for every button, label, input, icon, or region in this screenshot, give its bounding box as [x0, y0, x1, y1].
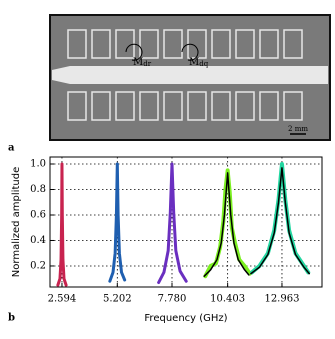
chart: 0.2 0.4 0.6 0.8 1.0 2.594 5.202 7.780 10.403 12.9… — [11, 156, 323, 324]
x-tick-label: 10.403 — [210, 294, 245, 305]
annotation: Mdr — [133, 57, 152, 69]
x-axis-label: Frequency (GHz) — [144, 313, 227, 324]
micrograph: Mdr Mdq 2 mm — [49, 14, 331, 141]
plot-frame — [49, 156, 323, 288]
y-tick-label: 0.6 — [30, 209, 46, 220]
annotation: Mdq — [189, 57, 209, 69]
y-tick-label: 0.2 — [30, 260, 46, 271]
resonators — [67, 29, 303, 121]
x-tick-label: 5.202 — [103, 294, 132, 305]
y-axis-label: Normalized amplitude — [11, 167, 22, 277]
panel-label: b — [8, 313, 15, 324]
series-line — [203, 168, 252, 279]
series-line — [250, 167, 311, 275]
y-tick-label: 1.0 — [30, 159, 46, 170]
feedline — [52, 66, 328, 84]
series-line — [203, 172, 250, 277]
x-tick-label: 7.780 — [158, 294, 187, 305]
panel-label: a — [8, 143, 15, 154]
x-tick-label: 2.594 — [48, 294, 77, 305]
y-tick-label: 0.4 — [30, 235, 46, 246]
scale-bar-label: 2 mm — [288, 125, 308, 133]
arrow — [125, 43, 143, 61]
series-line — [56, 162, 68, 287]
arrow — [181, 43, 199, 61]
series-line — [108, 162, 127, 283]
y-tick-label: 0.8 — [30, 184, 46, 195]
x-tick-label: 12.963 — [264, 294, 299, 305]
series-line — [157, 162, 188, 285]
